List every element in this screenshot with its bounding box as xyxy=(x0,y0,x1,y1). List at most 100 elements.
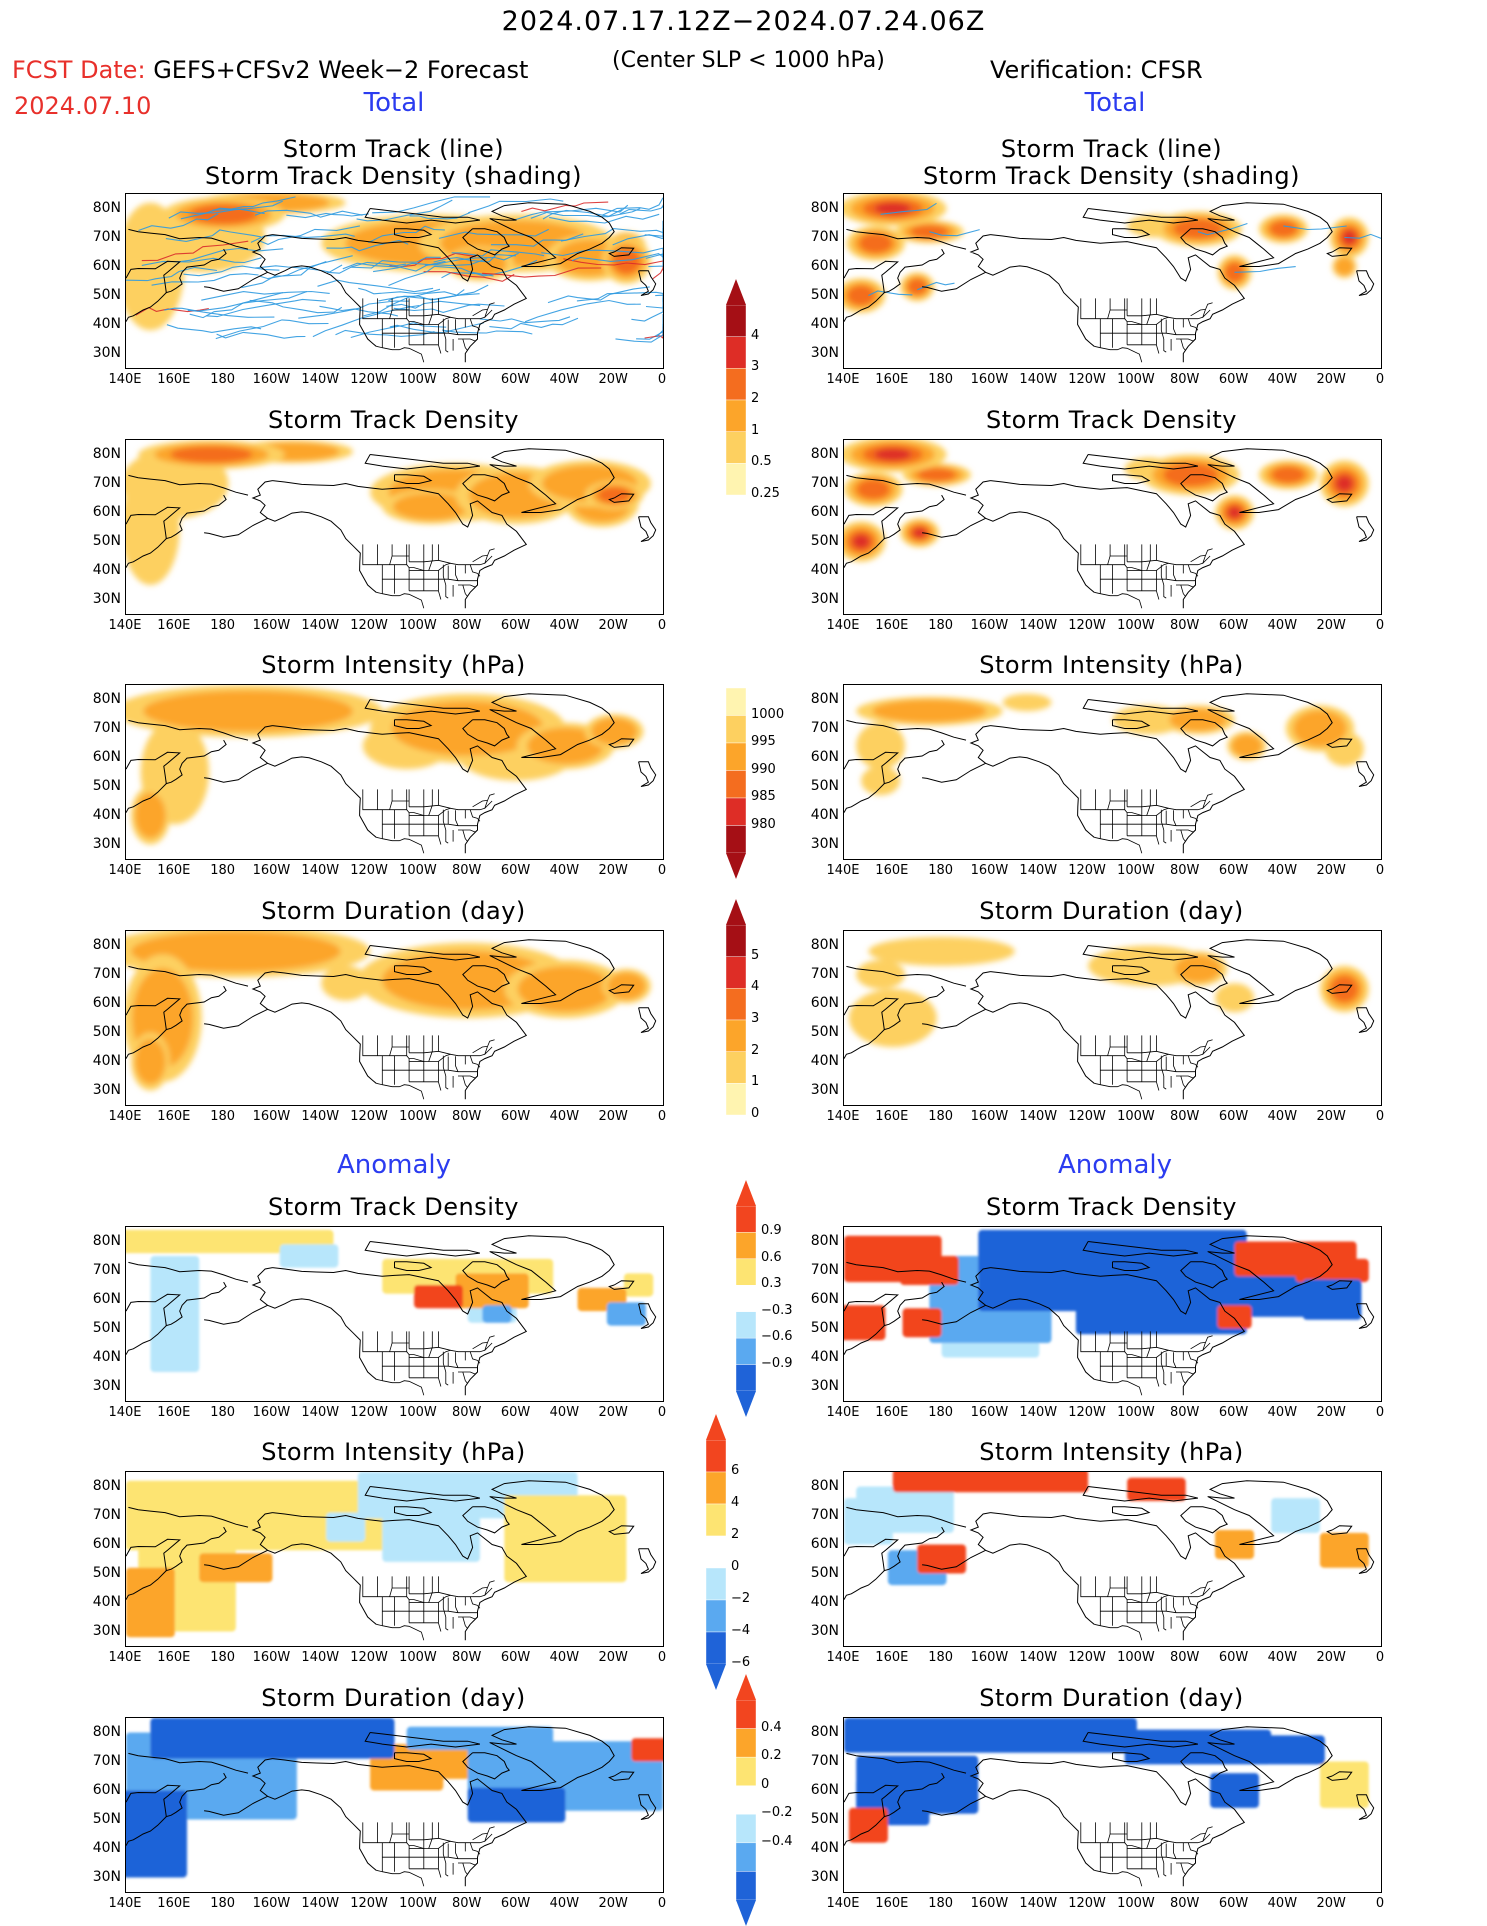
lon-label: 180 xyxy=(928,1405,954,1420)
lon-label: 60W xyxy=(1218,863,1249,878)
lon-label: 160W xyxy=(970,1896,1009,1911)
lon-label: 100W xyxy=(399,1896,437,1911)
map-canvas xyxy=(844,1472,1375,1641)
state-boundary xyxy=(1127,559,1169,564)
colorbar-swatch xyxy=(725,1083,747,1116)
state-boundary xyxy=(469,1842,478,1852)
colorbar-swatch xyxy=(735,1814,757,1844)
forecast-model: GEFS+CFSv2 Week−2 Forecast xyxy=(153,56,529,84)
lon-label: 40W xyxy=(549,863,580,878)
coastline xyxy=(846,1506,967,1528)
lon-label: 160E xyxy=(875,1896,909,1911)
state-boundary xyxy=(442,1351,447,1373)
colorbar-top-arrow xyxy=(726,899,746,925)
map-canvas xyxy=(126,194,663,363)
map-density-anomaly-left xyxy=(125,1226,664,1402)
map-canvas xyxy=(844,1718,1375,1887)
lat-label: 70N xyxy=(810,965,839,982)
colorbar-label: 0 xyxy=(751,1106,760,1121)
state-boundary xyxy=(382,1856,478,1860)
coastline xyxy=(922,517,986,538)
storm-track-line xyxy=(917,281,955,291)
storm-track-line xyxy=(1344,233,1381,239)
state-boundary xyxy=(1187,1842,1196,1852)
state-boundary xyxy=(389,1035,393,1056)
state-boundary xyxy=(472,1833,488,1841)
storm-track-line xyxy=(1234,266,1296,273)
state-boundary xyxy=(445,830,449,844)
lon-label: 80W xyxy=(1170,1109,1200,1124)
density-shading xyxy=(131,931,341,972)
coastline xyxy=(251,1267,377,1380)
coastline xyxy=(846,965,967,987)
state-boundary xyxy=(477,1360,481,1364)
lat-label: 60N xyxy=(810,994,839,1011)
colorbar-label: 2 xyxy=(751,391,760,406)
lat-label: 30N xyxy=(92,835,121,852)
colorbar-label: 4 xyxy=(731,1495,740,1510)
coastline xyxy=(489,202,615,267)
lon-label: 80W xyxy=(452,618,482,633)
coastline xyxy=(846,1261,967,1283)
lat-label: 40N xyxy=(92,1348,121,1365)
map-canvas xyxy=(844,936,1375,1100)
lon-label: 180 xyxy=(210,372,236,387)
coastline xyxy=(394,719,433,729)
state-boundary xyxy=(1100,1610,1196,1614)
coastline xyxy=(1180,965,1229,993)
state-boundary xyxy=(1195,818,1199,822)
coastline xyxy=(128,474,249,496)
lon-label: 0 xyxy=(1375,372,1385,387)
storm-track-line xyxy=(141,257,262,266)
colorbar-label: 2 xyxy=(751,1042,760,1058)
state-boundary xyxy=(1094,836,1143,854)
lon-label: 80W xyxy=(1170,863,1200,878)
state-boundary xyxy=(1195,1851,1199,1855)
section-total-left: Total xyxy=(363,88,425,118)
coastline xyxy=(844,985,945,1031)
state-boundary xyxy=(1127,1591,1169,1596)
colorbar-swatch xyxy=(725,368,747,401)
storm-track-line xyxy=(489,317,579,330)
state-boundary xyxy=(1155,1061,1160,1091)
lon-label: 0 xyxy=(1375,863,1385,878)
state-boundary xyxy=(442,1596,447,1618)
storm-track-line xyxy=(549,213,660,224)
state-boundary xyxy=(1173,810,1177,826)
lon-label: 0 xyxy=(1375,1405,1385,1420)
state-boundary xyxy=(445,339,449,353)
colorbar-swatch xyxy=(735,1311,757,1339)
storm-track-line xyxy=(645,297,663,309)
colorbar-intensity_total xyxy=(725,662,747,879)
state-boundary xyxy=(428,1576,433,1603)
anomaly-shading xyxy=(1127,1477,1186,1501)
section-total-right: Total xyxy=(1084,88,1146,118)
coastline xyxy=(251,1512,377,1625)
lat-label: 80N xyxy=(92,936,121,953)
map-density-total-right xyxy=(843,439,1382,615)
colorbar-swatch xyxy=(725,463,747,496)
state-boundary xyxy=(437,570,442,600)
colorbar-label: 1 xyxy=(751,422,760,438)
lon-label: 100W xyxy=(1117,1650,1155,1665)
coastline xyxy=(1326,1771,1353,1781)
coastline xyxy=(272,725,528,854)
state-boundary xyxy=(382,1610,478,1614)
lon-label: 80W xyxy=(1170,372,1200,387)
state-boundary xyxy=(1173,1597,1177,1613)
state-boundary xyxy=(445,585,449,599)
coastline xyxy=(1356,270,1375,296)
state-boundary xyxy=(462,1862,469,1875)
coastline xyxy=(489,1480,615,1545)
density-shading xyxy=(135,792,166,839)
lon-label: 140W xyxy=(301,1405,340,1420)
lon-label: 60W xyxy=(1218,1405,1249,1420)
colorbar-swatch xyxy=(735,1337,757,1365)
storm-track-line xyxy=(563,258,663,266)
colorbar-label: −0.4 xyxy=(761,1833,793,1849)
state-boundary xyxy=(376,1378,425,1396)
colorbar-swatch xyxy=(725,988,747,1021)
state-boundary xyxy=(462,1371,469,1384)
state-boundary xyxy=(1202,1335,1213,1351)
storm-track-line xyxy=(326,261,406,274)
